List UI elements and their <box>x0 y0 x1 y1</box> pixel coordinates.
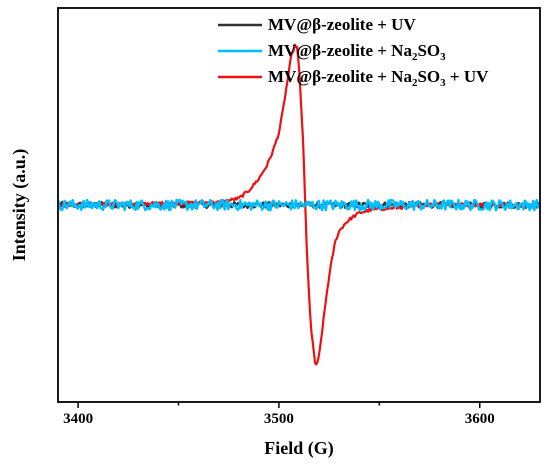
series-line-2 <box>57 198 541 212</box>
x-axis-ticks: 3400 3500 3600 <box>63 402 495 427</box>
x-tick-label: 3500 <box>264 411 294 427</box>
legend-entry-2: MV@β-zeolite + Na2SO3 <box>268 41 446 63</box>
x-tick-label: 3400 <box>63 411 93 427</box>
plot-frame <box>57 7 541 403</box>
plot-lines <box>57 43 541 366</box>
x-axis-label: Field (G) <box>264 438 334 459</box>
legend: MV@β-zeolite + UV MV@β-zeolite + Na2SO3 MV… <box>218 15 489 89</box>
legend-entry-1: MV@β-zeolite + UV <box>268 15 416 34</box>
y-axis-label: Intensity (a.u.) <box>9 149 30 262</box>
legend-entry-3: MV@β-zeolite + Na2SO3 + UV <box>268 67 489 89</box>
x-tick-label: 3600 <box>465 411 495 427</box>
